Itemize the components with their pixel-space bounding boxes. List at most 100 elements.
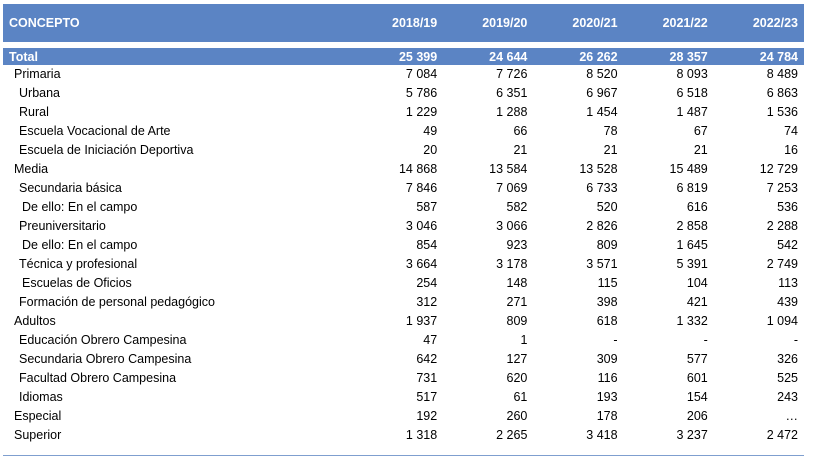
row-label: De ello: En el campo: [22, 238, 138, 252]
cell-value: 2 749: [766, 257, 798, 271]
cell-value: 113: [778, 276, 798, 290]
table-row: Urbana 5 786 6 351 6 967 6 518 6 863: [3, 84, 804, 103]
cell-value: 1 318: [405, 428, 438, 442]
cell-value: 1 094: [766, 314, 798, 328]
row-label: Superior: [14, 428, 62, 442]
cell-value: 6 819: [676, 181, 708, 195]
table-row: Escuela de Iniciación Deportiva 20 21 21 21 1…: [3, 141, 804, 160]
cell-value: 78: [603, 124, 618, 138]
cell-value: 47: [423, 333, 438, 347]
cell-value: 3 066: [496, 219, 528, 233]
table-row: Superior 1 318 2 265 3 418 3 237 2 472: [3, 426, 804, 445]
cell-value: 13 528: [579, 162, 618, 176]
cell-value: 620: [506, 371, 528, 385]
row-label: Media: [14, 162, 49, 176]
cell-value: 1 645: [676, 238, 708, 252]
column-header-year: 2021/22: [623, 4, 714, 42]
cell-value: 193: [596, 390, 618, 404]
cell-value: 16: [784, 143, 798, 157]
cell-value: 260: [506, 409, 528, 423]
bottom-rule: [3, 455, 804, 456]
cell-value: 421: [686, 295, 708, 309]
cell-value: 271: [506, 295, 528, 309]
cell-value: 3 418: [586, 428, 618, 442]
cell-value: 8 520: [586, 67, 618, 81]
cell-value: 49: [423, 124, 438, 138]
cell-value: 525: [777, 371, 798, 385]
table-row: De ello: En el campo 854 923 809 1 645 542: [3, 236, 804, 255]
cell-value: 536: [777, 200, 798, 214]
cell-value: 731: [416, 371, 438, 385]
table-row: Rural 1 229 1 288 1 454 1 487 1 536: [3, 103, 804, 122]
cell-value: 642: [416, 352, 438, 366]
cell-value: 5 391: [676, 257, 708, 271]
row-label: Rural: [19, 105, 49, 119]
cell-value: 520: [596, 200, 618, 214]
row-label: De ello: En el campo: [22, 200, 138, 214]
cell-value: 67: [693, 124, 708, 138]
cell-value: 517: [416, 390, 438, 404]
cell-value: 1 229: [405, 105, 438, 119]
table-row: Preuniversitario 3 046 3 066 2 826 2 858 2 28…: [3, 217, 804, 236]
cell-value: 6 518: [676, 86, 708, 100]
cell-value: 3 046: [405, 219, 438, 233]
column-header-year: 2020/21: [533, 4, 624, 42]
row-label: Preuniversitario: [19, 219, 106, 233]
cell-value: 542: [777, 238, 798, 252]
row-label: Formación de personal pedagógico: [19, 295, 215, 309]
cell-value: 6 351: [496, 86, 528, 100]
cell-value: 254: [416, 276, 438, 290]
cell-value: 3 178: [496, 257, 528, 271]
column-header-year: 2022/23: [713, 4, 804, 42]
cell-value: 1 288: [496, 105, 528, 119]
cell-value: 148: [506, 276, 528, 290]
cell-value: 1 454: [586, 105, 618, 119]
table-row: De ello: En el campo 587 582 520 616 536: [3, 198, 804, 217]
cell-value: 243: [777, 390, 798, 404]
cell-value: 14 868: [398, 162, 438, 176]
cell-value: 116: [597, 371, 618, 385]
table-row: Facultad Obrero Campesina 731 620 116 601 525: [3, 369, 804, 388]
cell-value: 7 084: [405, 67, 438, 81]
cell-value: 1 536: [766, 105, 798, 119]
cell-value: 3 237: [676, 428, 708, 442]
cell-value: 2 265: [496, 428, 528, 442]
cell-value: 809: [506, 314, 528, 328]
cell-value: 192: [416, 409, 438, 423]
cell-value: 15 489: [669, 162, 708, 176]
cell-value: 12 729: [759, 162, 798, 176]
cell-value: 2 858: [676, 219, 708, 233]
cell-value: 587: [416, 200, 438, 214]
table-row: Secundaria básica 7 846 7 069 6 733 6 819 7 2…: [3, 179, 804, 198]
cell-value: 7 726: [496, 67, 528, 81]
cell-value: 309: [596, 352, 618, 366]
cell-value: 2 472: [766, 428, 798, 442]
cell-value: 21: [513, 143, 528, 157]
cell-value: 1 487: [676, 105, 708, 119]
cell-value: 26 262: [533, 48, 624, 65]
cell-value: 616: [686, 200, 708, 214]
cell-value: 21: [693, 143, 708, 157]
statistics-table: CONCEPTO 2018/19 2019/20 2020/21 2021/22…: [3, 4, 804, 445]
table-row: Educación Obrero Campesina 47 1 - - -: [3, 331, 804, 350]
total-row: Total 25 399 24 644 26 262 28 357 24 784: [3, 48, 804, 65]
cell-value: 178: [596, 409, 618, 423]
cell-value: 24 644: [443, 48, 534, 65]
cell-value: 618: [596, 314, 618, 328]
table-row: Escuela Vocacional de Arte 49 66 78 67 74: [3, 122, 804, 141]
cell-value: 2 826: [586, 219, 618, 233]
column-header-year: 2019/20: [443, 4, 534, 42]
cell-value: 24 784: [713, 48, 804, 65]
table-row: Especial 192 260 178 206…: [3, 407, 804, 426]
table-row: Primaria 7 084 7 726 8 520 8 093 8 489: [3, 65, 804, 84]
row-label: Secundaria Obrero Campesina: [19, 352, 192, 366]
cell-value: 582: [506, 200, 528, 214]
cell-value: -: [703, 333, 708, 347]
cell-value: 127: [506, 352, 528, 366]
table-row: Secundaria Obrero Campesina 642 127 309 577 3…: [3, 350, 804, 369]
cell-value: 6 967: [586, 86, 618, 100]
spacer-row: [3, 42, 804, 48]
cell-value: 809: [596, 238, 618, 252]
cell-value: -: [793, 333, 798, 347]
cell-value: 206: [686, 409, 708, 423]
